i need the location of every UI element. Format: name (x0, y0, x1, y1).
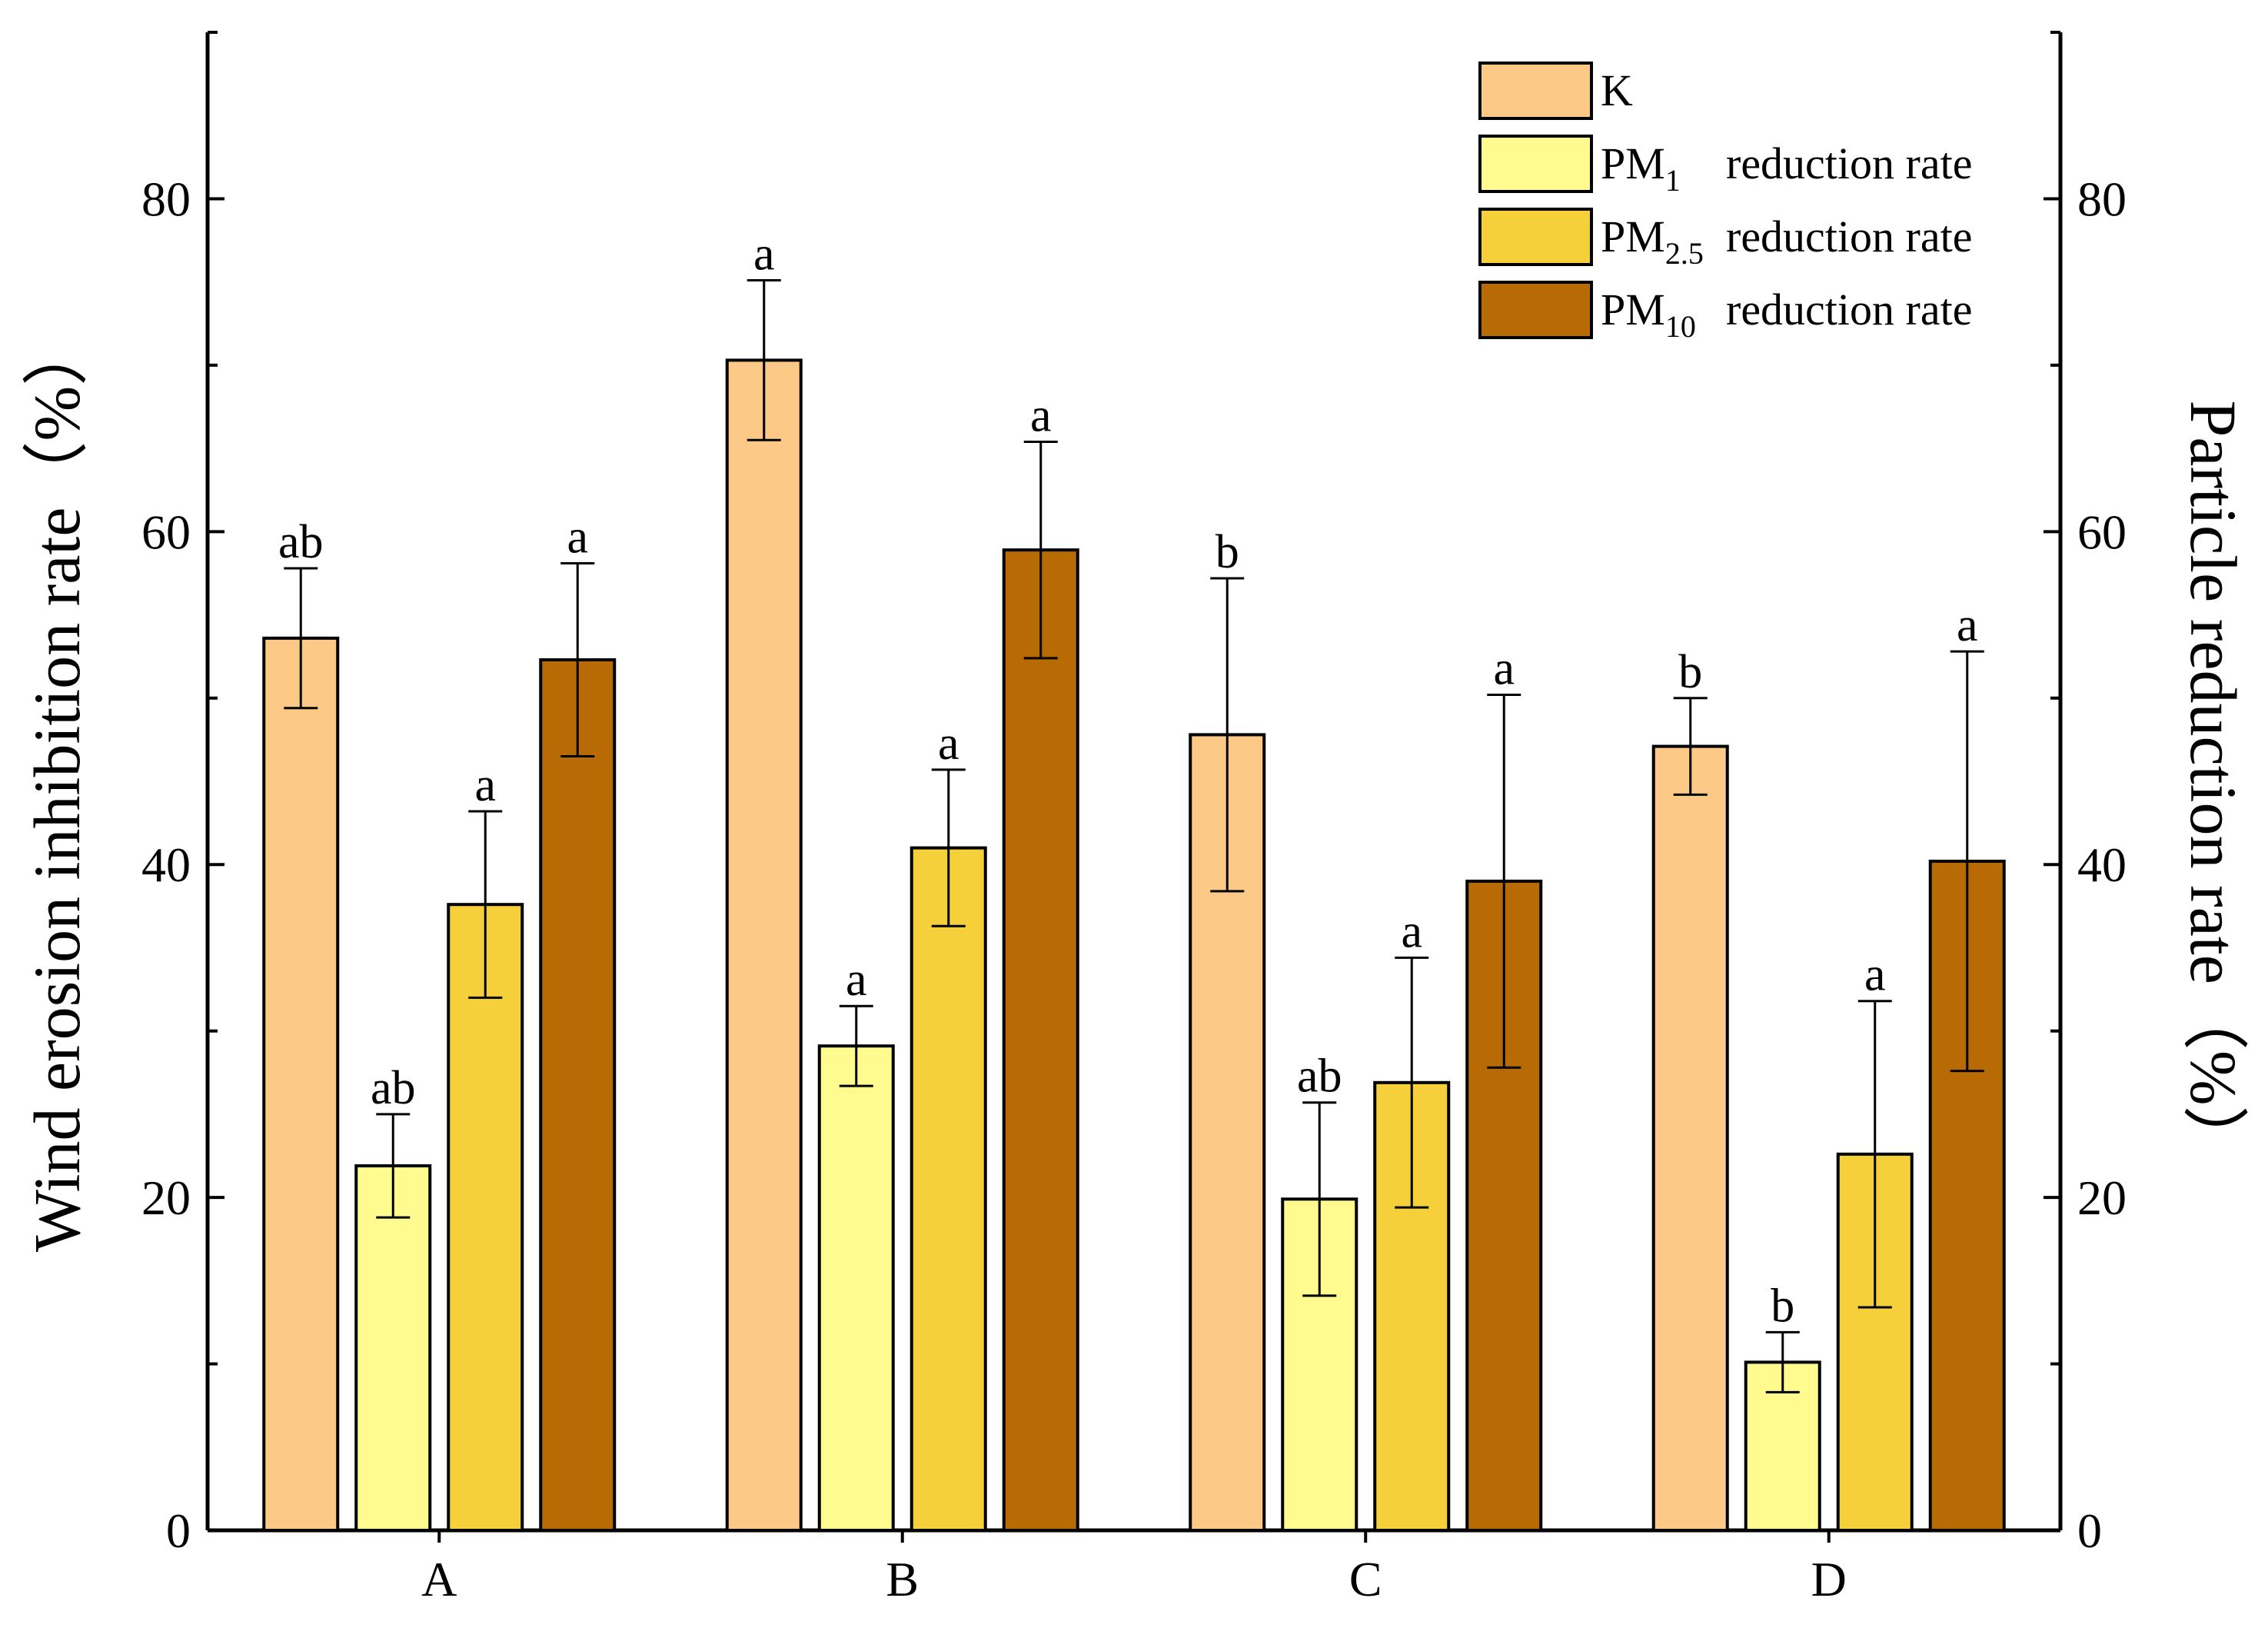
significance-label: a (1957, 599, 1978, 651)
y-tick-label-right: 20 (2077, 1170, 2127, 1225)
y-tick-label-left: 0 (166, 1503, 191, 1558)
axes-group: 0 0 20 20 40 40 60 60 80 80 A B C D (141, 31, 2127, 1606)
legend-label-0: K (1601, 65, 1633, 115)
y-axis-right-title: Particle reduction rate（%） (2177, 401, 2250, 1172)
legend-label-2: PM2.5 reduction rate (1601, 211, 1972, 271)
significance-label: a (1864, 949, 1886, 1001)
significance-label: b (1771, 1280, 1794, 1332)
x-tick-label-A: A (421, 1552, 457, 1606)
significance-label: a (753, 228, 775, 281)
y-tick-label-right: 80 (2077, 171, 2127, 226)
bar-B-series-1 (817, 1044, 895, 1532)
legend-swatch-1 (1478, 135, 1593, 193)
significance-label: ab (1297, 1050, 1342, 1103)
bar-B-series-2 (910, 846, 987, 1532)
x-tick-label-B: B (886, 1552, 919, 1606)
y-axis-left-title: Wind erosion inhibition rate（%） (20, 320, 94, 1252)
significance-label: a (846, 954, 867, 1006)
significance-label: a (1401, 905, 1422, 957)
legend-label-1: PM1 reduction rate (1601, 138, 1972, 198)
bar-A-series-2 (447, 903, 524, 1533)
y-tick-label-right: 40 (2077, 837, 2127, 892)
bar-D-series-0 (1651, 744, 1729, 1532)
x-tick-label-D: D (1811, 1552, 1847, 1606)
x-tick-label-C: C (1349, 1552, 1382, 1606)
legend-swatch-0 (1478, 62, 1593, 120)
y-tick-label-right: 60 (2077, 504, 2127, 559)
significance-label: b (1215, 526, 1239, 578)
significance-label: ab (371, 1062, 416, 1114)
y-tick-label-right: 0 (2077, 1503, 2102, 1558)
y-tick-label-left: 40 (141, 837, 191, 892)
significance-label: ab (278, 516, 324, 568)
y-tick-label-left: 80 (141, 171, 191, 226)
significance-label: b (1678, 646, 1702, 698)
legend-swatch-2 (1478, 208, 1593, 266)
bar-B-series-3 (1002, 548, 1079, 1532)
significance-label: a (1493, 642, 1515, 694)
significance-label: a (474, 759, 496, 811)
bar-A-series-3 (539, 658, 617, 1532)
y-tick-label-left: 60 (141, 504, 191, 559)
bar-B-series-0 (725, 358, 803, 1533)
y-tick-label-left: 20 (141, 1170, 191, 1225)
bar-A-series-1 (354, 1164, 432, 1533)
significance-label: a (938, 717, 959, 770)
significance-label: a (567, 511, 588, 563)
significance-label: a (1030, 389, 1052, 441)
legend-swatch-3 (1478, 281, 1593, 339)
bar-A-series-0 (262, 636, 340, 1532)
legend: K PM1 reduction rate PM2.5 reduction rate PM1… (1478, 62, 1972, 344)
legend-label-3: PM10 reduction rate (1601, 285, 1972, 344)
